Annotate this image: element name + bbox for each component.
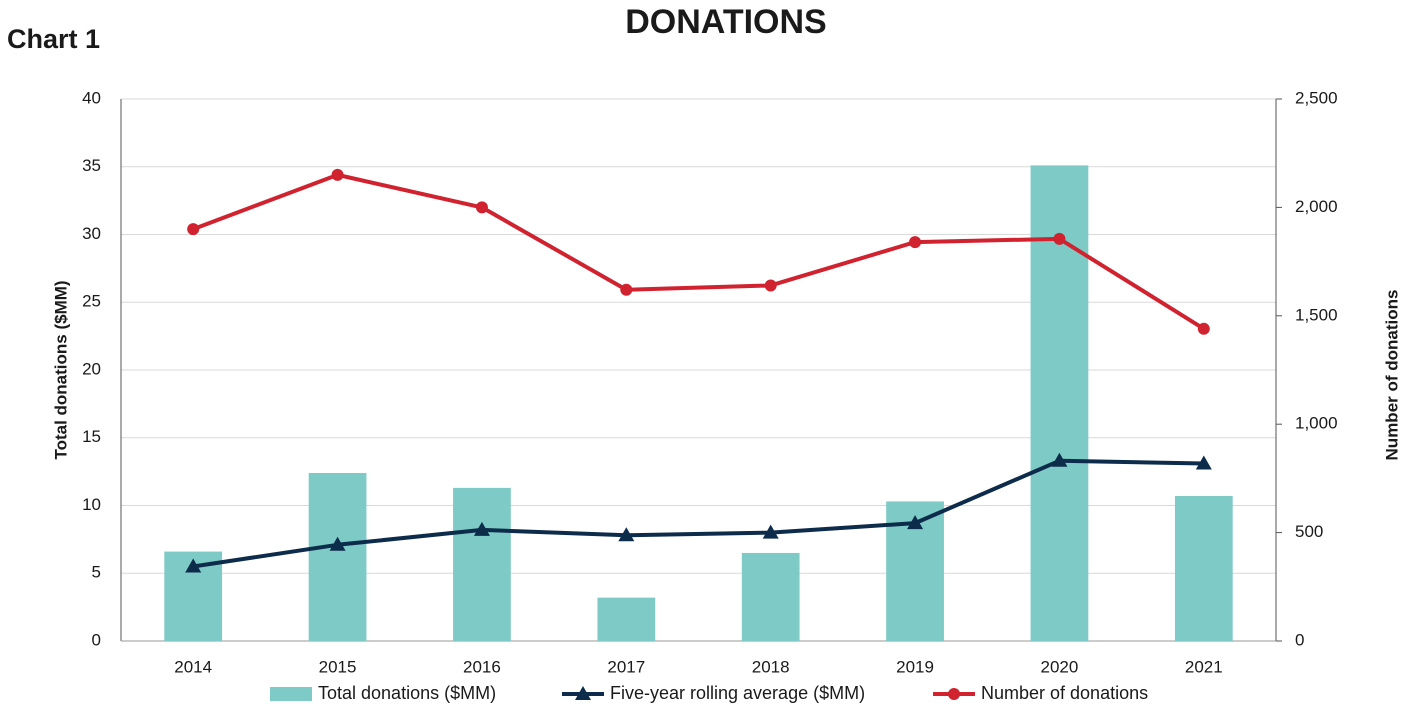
y2-axis-label: Number of donations [1382, 290, 1401, 461]
marker [185, 558, 202, 573]
y-tick-label: 40 [82, 88, 101, 107]
y-tick-label: 30 [82, 224, 101, 243]
legend-label: Five-year rolling average ($MM) [610, 683, 865, 703]
bar [453, 487, 511, 641]
marker [331, 168, 344, 181]
bar [308, 472, 367, 641]
marker [1051, 452, 1068, 467]
x-tick-label: 2015 [319, 657, 357, 676]
y-tick-label: 20 [82, 359, 101, 378]
marker [909, 236, 922, 249]
y2-tick-label: 2,000 [1295, 197, 1338, 216]
y2-tick-label: 0 [1295, 630, 1304, 649]
y-tick-label: 5 [92, 563, 101, 582]
marker [907, 515, 924, 530]
marker [1053, 232, 1066, 245]
x-tick-label: 2021 [1185, 657, 1223, 676]
y-tick-label: 0 [92, 630, 101, 649]
chart-subtitle: Chart 1 [7, 24, 100, 54]
chart-title: DONATIONS [625, 3, 826, 41]
bar [741, 552, 800, 641]
y-tick-label: 15 [82, 427, 101, 446]
x-tick-label: 2014 [174, 657, 212, 676]
y-tick-label: 10 [82, 495, 101, 514]
marker [762, 524, 779, 539]
marker [329, 536, 346, 551]
marker [618, 527, 635, 542]
legend-label: Total donations ($MM) [318, 683, 496, 703]
y-tick-label: 25 [82, 292, 101, 311]
legend-marker [948, 688, 960, 700]
y2-tick-label: 1,000 [1295, 414, 1338, 433]
legend-swatch [270, 687, 312, 701]
y2-tick-label: 1,500 [1295, 305, 1338, 324]
marker [475, 201, 488, 214]
line [192, 172, 1205, 331]
marker [620, 283, 633, 296]
marker [764, 279, 777, 292]
marker [1195, 455, 1212, 470]
x-tick-label: 2019 [896, 657, 934, 676]
y2-tick-label: 2,500 [1295, 88, 1338, 107]
y-tick-label: 35 [82, 156, 101, 175]
line [192, 458, 1204, 569]
y-axis-label: Total donations ($MM) [51, 280, 70, 459]
x-tick-label: 2017 [607, 657, 645, 676]
x-tick-label: 2018 [752, 657, 790, 676]
legend-marker [575, 686, 591, 700]
marker [1197, 322, 1210, 335]
x-tick-label: 2016 [463, 657, 501, 676]
y2-tick-label: 500 [1295, 522, 1323, 541]
legend-label: Number of donations [981, 683, 1148, 703]
x-tick-label: 2020 [1041, 657, 1079, 676]
bar [1174, 496, 1233, 641]
marker [473, 521, 490, 536]
bar [597, 597, 656, 641]
marker [187, 223, 200, 236]
